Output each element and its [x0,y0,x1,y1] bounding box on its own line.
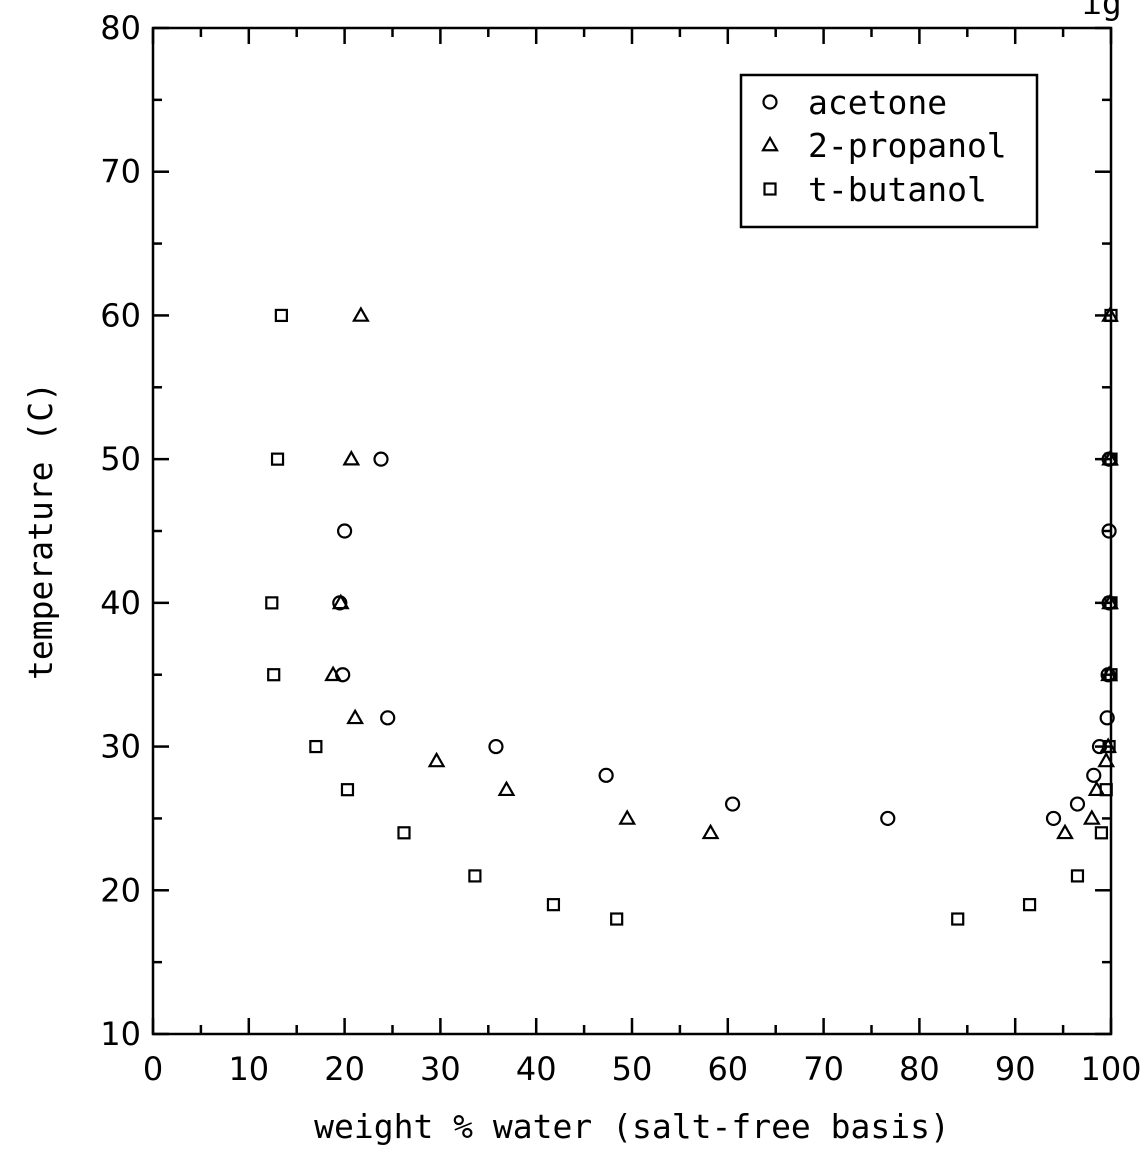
2-propanol-point [1082,809,1101,825]
2-propanol-point [1097,751,1116,768]
acetone-point [598,767,614,783]
legend-marker-t-butanol [763,182,777,196]
t-butanol-point [1070,869,1085,883]
2-propanol-point [701,823,720,840]
x-tick-label: 0 [143,1050,163,1088]
x-tick-label: 70 [803,1050,844,1088]
2-propanol-point [427,751,446,768]
legend-marker-2-propanol [761,135,779,152]
legend-box [739,73,1039,229]
acetone-point [1069,796,1086,812]
legend-label-acetone: acetone [808,83,947,122]
x-tick-label: 50 [612,1050,653,1088]
acetone-point [1045,810,1062,827]
t-butanol-point [1094,826,1109,840]
2-propanol-point [1056,823,1074,840]
acetone-point [488,738,504,755]
acetone-point [380,710,396,726]
t-butanol-point [274,308,288,323]
x-tick-label: 10 [228,1050,269,1088]
legend: acetone 2-propanol t-butanol [739,73,1039,229]
header-fragment: ig [1082,0,1122,22]
t-butanol-point [1022,898,1037,912]
t-butanol-point [1102,739,1116,754]
t-butanol-point [309,739,323,754]
t-butanol-point [270,452,285,466]
t-butanol-point [340,783,355,797]
x-tick-label: 100 [1080,1050,1141,1088]
2-propanol-point [342,449,361,466]
legend-label-2-propanol: 2-propanol [808,126,1007,165]
t-butanol-point [468,869,482,883]
x-tick-label: 40 [516,1050,557,1088]
acetone-point [373,451,389,467]
series-t-butanol [265,308,1118,926]
y-tick-label: 20 [100,871,141,909]
y-tick-label: 10 [100,1015,141,1053]
2-propanol-point [346,708,365,725]
acetone-point [1101,523,1117,539]
y-tick-label: 40 [100,584,141,622]
legend-marker-acetone [762,94,778,110]
2-propanol-point [618,809,637,825]
y-tick-label: 50 [100,440,141,478]
t-butanol-point [951,912,965,926]
acetone-point [1086,767,1102,783]
t-butanol-point [397,826,411,840]
series-acetone [332,451,1117,827]
acetone-point [724,796,741,812]
x-tick-label: 90 [995,1050,1036,1088]
y-tick-label: 80 [100,9,141,47]
y-tick-label: 60 [100,296,141,334]
x-tick-label: 20 [324,1050,365,1088]
y-tick-labels: 10 20 30 40 50 60 70 80 [100,9,141,1053]
x-tick-label: 30 [420,1050,461,1088]
x-tick-labels: 0 10 20 30 40 50 60 70 80 90 100 [143,1050,1142,1088]
y-axis-label: temperature (C) [21,382,60,680]
data-markers [265,306,1119,926]
axis-ticks [151,26,1113,1036]
t-butanol-point [610,912,624,926]
2-propanol-point [331,593,350,610]
x-tick-label: 80 [899,1050,940,1088]
y-tick-label: 70 [100,153,141,191]
legend-label-t-butanol: t-butanol [808,170,987,209]
series-2-propanol [324,306,1119,840]
t-butanol-point [267,668,281,682]
acetone-point [880,810,896,827]
x-axis-label: weight % water (salt-free basis) [314,1107,950,1146]
x-tick-label: 60 [707,1050,748,1088]
2-propanol-point [497,780,516,797]
acetone-point [1099,710,1115,726]
t-butanol-point [265,596,279,610]
2-propanol-point [324,665,342,682]
2-propanol-point [351,306,370,322]
y-tick-label: 30 [100,728,141,766]
t-butanol-point [546,898,561,912]
acetone-point [337,523,353,539]
acetone-point [1091,738,1108,755]
plot-frame [151,26,1113,1036]
